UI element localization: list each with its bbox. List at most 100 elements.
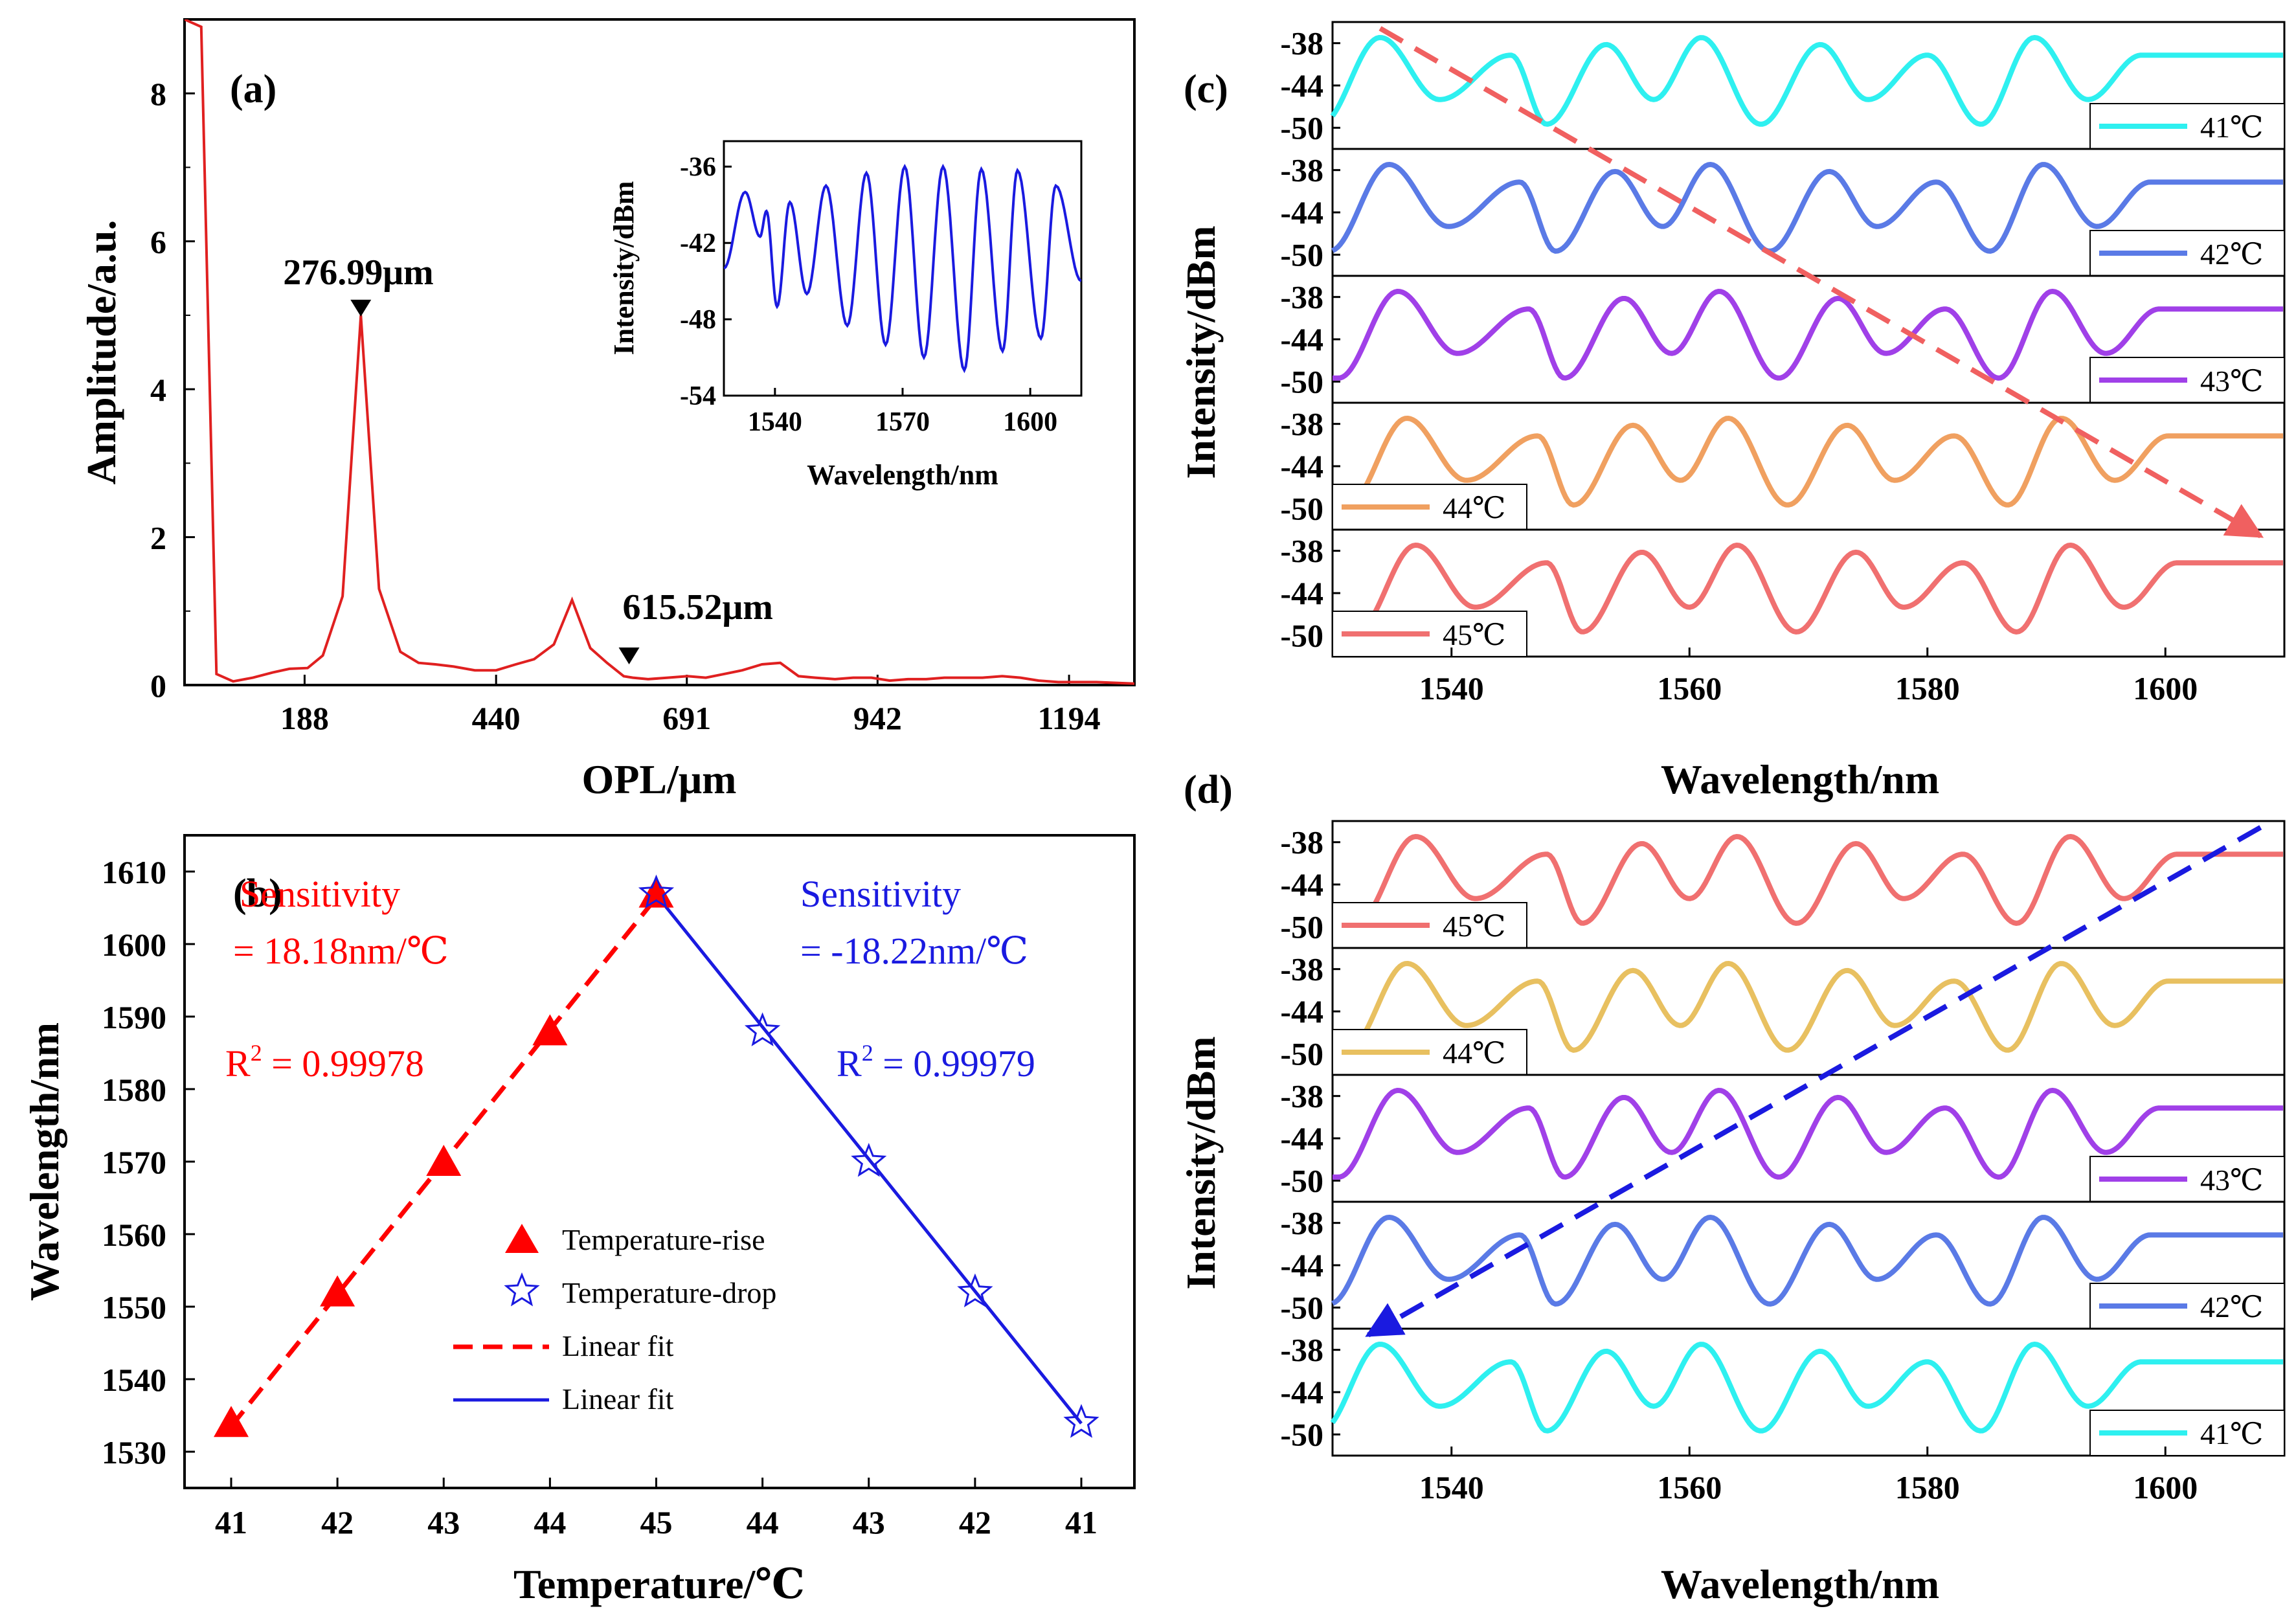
xtick-label: 1540 bbox=[1419, 670, 1484, 706]
inset-xtick-label: 1570 bbox=[875, 407, 930, 437]
panel-b-ytick-label: 1540 bbox=[102, 1362, 166, 1398]
subplot-ytick-label: -38 bbox=[1280, 951, 1323, 987]
xtick-label: 1580 bbox=[1895, 1469, 1960, 1505]
rise-sensitivity-value: = 18.18nm/℃ bbox=[233, 930, 449, 972]
panel-b-xtick-label: 43 bbox=[853, 1504, 885, 1540]
subplot-ytick-label: -44 bbox=[1280, 1374, 1323, 1410]
drop-point bbox=[1063, 1404, 1099, 1438]
subplot-spectrum-line bbox=[1330, 35, 2283, 127]
panel-a-annotation-1: 276.99μm bbox=[283, 253, 433, 293]
subplot-ytick-label: -44 bbox=[1280, 1120, 1323, 1156]
subplot-legend-label: 42℃ bbox=[2200, 1290, 2263, 1324]
legend-drop-label: Temperature-drop bbox=[562, 1276, 776, 1309]
subplot-legend-label: 43℃ bbox=[2200, 1164, 2263, 1197]
panel-b-ytick-label: 1610 bbox=[102, 854, 166, 890]
inset-xlabel: Wavelength/nm bbox=[807, 459, 998, 491]
subplot-spectrum-line bbox=[1333, 1088, 2283, 1180]
rise-r2: R2 = 0.99978 bbox=[225, 1040, 424, 1085]
drop-point bbox=[851, 1142, 887, 1177]
rise-point bbox=[320, 1275, 355, 1307]
subplot-ytick-label: -38 bbox=[1280, 1078, 1323, 1114]
panel-c-shift-arrow bbox=[1379, 26, 2264, 539]
subplot-ytick-label: -50 bbox=[1280, 109, 1323, 146]
panel-b-xtick-label: 42 bbox=[959, 1504, 991, 1540]
legend-fit2-label: Linear fit bbox=[562, 1382, 674, 1415]
panel-b-xtick-label: 44 bbox=[747, 1504, 779, 1540]
panel-d-label: (d) bbox=[1184, 768, 1233, 812]
subplot-ytick-label: -50 bbox=[1280, 1289, 1323, 1325]
subplot-ytick-label: -50 bbox=[1280, 1416, 1323, 1452]
panel-a-ytick-label: 6 bbox=[150, 224, 166, 260]
drop-sensitivity-title: Sensitivity bbox=[800, 873, 961, 915]
subplot-spectrum-line bbox=[1331, 1215, 2283, 1307]
panel-d-subplots: -38 -44 -50 45℃ -38 -44 -50 44℃ -38 -44 -50 43℃ -38 -… bbox=[1280, 820, 2286, 1505]
subplot-legend-label: 41℃ bbox=[2200, 1417, 2263, 1450]
panel-b-xtick-label: 41 bbox=[1065, 1504, 1097, 1540]
panel-a-peak-marker-2 bbox=[618, 648, 640, 665]
subplot-ytick-label: -44 bbox=[1280, 321, 1323, 357]
subplot-ytick-label: -44 bbox=[1280, 194, 1323, 231]
subplot-legend-label: 45℃ bbox=[1443, 910, 1505, 943]
panel-a-xtick-label: 440 bbox=[472, 700, 521, 736]
inset-spectrum-line bbox=[724, 163, 1081, 374]
subplot-ytick-label: -44 bbox=[1280, 866, 1323, 903]
subplot-spectrum-line bbox=[1330, 1342, 2283, 1434]
panel-b-xtick-label: 41 bbox=[215, 1504, 247, 1540]
legend-triangle-icon bbox=[505, 1224, 539, 1253]
legend-fit1-label: Linear fit bbox=[562, 1329, 674, 1362]
subplot-ytick-label: -50 bbox=[1280, 1162, 1323, 1199]
panel-a-inset: 1540 1570 1600 -36 -42 -48 -54 Wavelength/nm I… bbox=[608, 140, 1083, 491]
subplot-spectrum-line bbox=[1333, 834, 2283, 926]
subplot-ytick-label: -50 bbox=[1280, 363, 1323, 400]
panel-b-ytick-label: 1600 bbox=[102, 927, 166, 963]
subplot-ytick-label: -38 bbox=[1280, 152, 1323, 188]
panel-a-xtick-label: 942 bbox=[853, 700, 902, 736]
inset-xtick-label: 1600 bbox=[1003, 407, 1057, 437]
panel-b-ytick-label: 1580 bbox=[102, 1072, 166, 1108]
subplot-legend-label: 42℃ bbox=[2200, 238, 2263, 271]
panel-a-annotation-2: 615.52μm bbox=[623, 587, 773, 627]
subplot-ytick-label: -44 bbox=[1280, 67, 1323, 104]
drop-point bbox=[638, 874, 675, 909]
subplot-ytick-label: -44 bbox=[1280, 993, 1323, 1030]
panel-a-ytick-label: 8 bbox=[150, 76, 166, 112]
panel-a-peak-marker-1 bbox=[350, 299, 372, 317]
inset-ticks: 1540 1570 1600 -36 -42 -48 -54 bbox=[680, 152, 1057, 437]
subplot-ytick-label: -50 bbox=[1280, 236, 1323, 273]
panel-b-points bbox=[214, 874, 1099, 1438]
subplot-ytick-label: -38 bbox=[1280, 1205, 1323, 1241]
xtick-label: 1560 bbox=[1657, 670, 1722, 706]
panel-a-label: (a) bbox=[230, 67, 276, 111]
subplot-legend-label: 41℃ bbox=[2200, 111, 2263, 144]
panel-b-ytick-label: 1570 bbox=[102, 1144, 166, 1180]
xtick-label: 1540 bbox=[1419, 1469, 1484, 1505]
subplot-ytick-label: -38 bbox=[1280, 25, 1323, 62]
subplot-spectrum-line bbox=[1333, 543, 2283, 635]
subplot-ytick-label: -44 bbox=[1280, 1247, 1323, 1283]
subplot-ytick-label: -50 bbox=[1280, 908, 1323, 945]
panel-d: -38 -44 -50 45℃ -38 -44 -50 44℃ -38 -44 -50 43℃ -38 -… bbox=[1178, 768, 2286, 1607]
panel-a-ylabel: Amplitude/a.u. bbox=[78, 220, 124, 485]
xtick-label: 1580 bbox=[1895, 670, 1960, 706]
panel-d-shift-arrow bbox=[1365, 825, 2262, 1338]
panel-a-ytick-label: 2 bbox=[150, 520, 166, 556]
inset-ytick-label: -48 bbox=[680, 305, 716, 335]
panel-b-xtick-label: 43 bbox=[427, 1504, 460, 1540]
subplot-ytick-label: -38 bbox=[1280, 1332, 1323, 1368]
panel-b-legend: Temperature-rise Temperature-drop Linear… bbox=[453, 1223, 776, 1415]
panel-a-spectrum-line bbox=[185, 19, 1134, 685]
rise-point bbox=[214, 1406, 249, 1437]
drop-sensitivity-value: = -18.22nm/℃ bbox=[800, 930, 1028, 972]
subplot-legend-label: 44℃ bbox=[1443, 491, 1505, 524]
inset-ytick-label: -42 bbox=[680, 229, 716, 258]
panel-b-ytick-label: 1560 bbox=[102, 1217, 166, 1253]
panel-a-xlabel: OPL/μm bbox=[582, 756, 737, 802]
panel-a-ytick-label: 0 bbox=[150, 668, 166, 704]
panel-c-label: (c) bbox=[1184, 67, 1228, 111]
subplot-ytick-label: -38 bbox=[1280, 824, 1323, 861]
panel-b-xtick-label: 45 bbox=[640, 1504, 673, 1540]
panel-a-frame bbox=[183, 18, 1136, 686]
rise-sensitivity-title: Sensitivity bbox=[240, 873, 400, 915]
